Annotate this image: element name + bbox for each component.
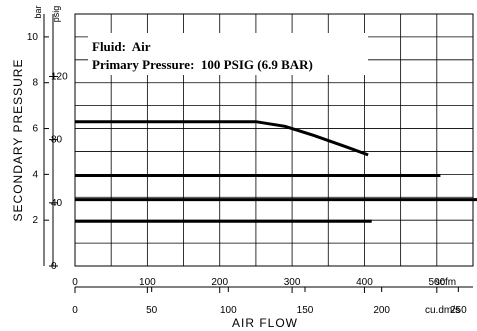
x-tick-label-scfm: 200 bbox=[211, 277, 228, 288]
x-tick-label-scfm: 100 bbox=[139, 277, 156, 288]
annotation-primary-pressure: Primary Pressure: 100 PSIG (6.9 BAR) bbox=[92, 57, 313, 72]
x-unit-scfm: scfm bbox=[435, 277, 456, 288]
y-tick-label-bar: 8 bbox=[32, 78, 38, 89]
y-unit-psig: psig bbox=[51, 6, 61, 23]
x-tick-label-metric: 200 bbox=[373, 305, 390, 316]
series-line-1 bbox=[75, 120, 369, 157]
x-tick-label-scfm: 0 bbox=[72, 277, 78, 288]
x-unit-metric: cu.dm/s bbox=[425, 305, 460, 316]
x-tick-label-scfm: 300 bbox=[284, 277, 301, 288]
y-tick-label-bar: 6 bbox=[32, 124, 38, 135]
y-tick-label-bar: 4 bbox=[32, 169, 38, 180]
x-axis-title: AIR FLOW bbox=[232, 316, 298, 330]
x-tick-label-metric: 50 bbox=[146, 305, 158, 316]
y-tick-label-psig: 120 bbox=[51, 71, 68, 82]
x-tick-label-metric: 100 bbox=[220, 305, 237, 316]
x-tick-label-metric: 0 bbox=[72, 305, 78, 316]
y-tick-label-bar: 2 bbox=[32, 215, 38, 226]
annotation-box bbox=[88, 33, 368, 75]
y-tick-label-bar: 10 bbox=[27, 32, 39, 43]
y-tick-label-psig: 40 bbox=[51, 198, 63, 209]
y-tick-label-psig: 80 bbox=[51, 135, 63, 146]
annotation-fluid: Fluid: Air bbox=[92, 39, 151, 54]
series-group bbox=[75, 120, 477, 223]
x-tick-label-scfm: 400 bbox=[356, 277, 373, 288]
y-tick-label-psig: 0 bbox=[51, 261, 57, 272]
y-axis-title: SECONDARY PRESSURE bbox=[11, 59, 25, 222]
x-tick-label-metric: 150 bbox=[297, 305, 314, 316]
x-tick-label-metric: 250 bbox=[450, 305, 467, 316]
x-tick-label-scfm: 500 bbox=[428, 277, 445, 288]
y-unit-bar: bar bbox=[33, 5, 43, 18]
plot-frame bbox=[74, 13, 474, 267]
